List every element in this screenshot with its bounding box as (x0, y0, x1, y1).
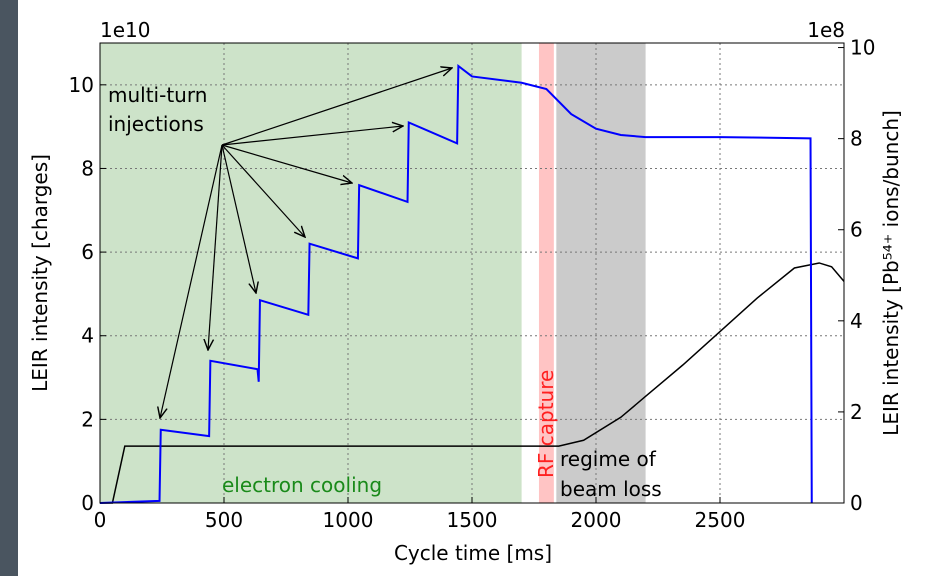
arrow (221, 68, 452, 146)
y-tick-label: 2 (81, 407, 94, 431)
x-axis-label: Cycle time [ms] (394, 541, 552, 565)
x-tick-label: 500 (205, 508, 243, 532)
y2-tick-label: 10 (850, 36, 875, 60)
arrow (221, 126, 403, 146)
annotation-arrows (160, 68, 452, 418)
x-tick-label: 1500 (447, 508, 498, 532)
annotation: regime of (560, 447, 657, 471)
x-tick-label: 1000 (323, 508, 374, 532)
arrow (208, 144, 223, 350)
arrow (221, 144, 305, 237)
y-tick-label: 0 (81, 491, 94, 515)
shaded-region (538, 43, 554, 503)
y2-tick-label: 8 (850, 127, 863, 151)
arrow (221, 144, 352, 183)
y-axis-label: LEIR intensity [charges] (28, 154, 52, 392)
plot-area: 0 500 1000 1500 2000 2500 0 2 4 6 8 10 0 2 4 6 8 10 (69, 36, 876, 532)
y-tick-label: 6 (81, 240, 94, 264)
plot-frame (99, 42, 845, 504)
arrow (221, 144, 256, 293)
annotation: multi-turn (108, 83, 207, 107)
annotation: RF capture (534, 370, 558, 478)
y2-tick-label: 6 (850, 218, 863, 242)
data-line (100, 262, 845, 504)
y-tick-label: 4 (81, 324, 94, 348)
y-tick-label: 8 (81, 156, 94, 180)
x-tick-label: 2500 (695, 508, 746, 532)
y-offset-label: 1e10 (100, 18, 150, 42)
y2-offset-label: 1e8 (807, 18, 845, 42)
y2-tick-label: 4 (850, 309, 863, 333)
x-tick-label: 0 (94, 508, 107, 532)
annotation: electron cooling (222, 473, 382, 497)
y-tick-label: 10 (69, 73, 94, 97)
y2-axis-label: LEIR intensity [Pb⁵⁴⁺ ions/bunch] (879, 110, 903, 436)
annotation: injections (108, 112, 204, 136)
data-line (99, 63, 813, 504)
arrow (160, 144, 223, 418)
x-tick-label: 2000 (571, 508, 622, 532)
y2-tick-label: 2 (850, 400, 863, 424)
y2-tick-label: 0 (850, 491, 863, 515)
shaded-region (100, 43, 522, 503)
annotation: beam loss (560, 477, 662, 501)
shaded-region (556, 43, 646, 503)
